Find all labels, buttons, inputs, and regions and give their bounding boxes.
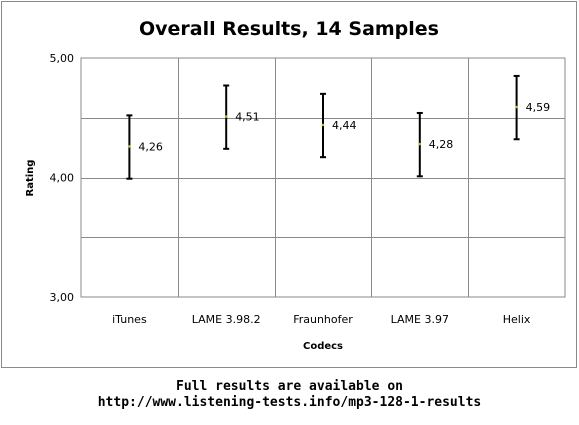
x-tick-label: Fraunhofer <box>293 313 353 326</box>
x-tick-labels: iTunes LAME 3.98.2 Fraunhofer LAME 3.97 Heli… <box>112 313 531 326</box>
data-point <box>128 145 131 148</box>
x-tick-label: Helix <box>503 313 531 326</box>
footer-line-2: http://www.listening-tests.info/mp3-128-… <box>97 395 482 410</box>
data-points <box>128 105 518 148</box>
data-point <box>515 105 518 109</box>
data-labels: 4,26 4,51 4,44 4,28 4,59 <box>138 101 550 153</box>
x-tick-label: iTunes <box>112 313 147 326</box>
chart-frame: Overall Results, 14 Samples 3,00 4,00 5,00… <box>1 1 577 368</box>
y-tick-label: 5,00 <box>50 52 75 65</box>
data-label: 4,28 <box>429 138 454 151</box>
data-point <box>321 123 325 127</box>
data-point <box>418 142 422 146</box>
data-label: 4,44 <box>332 119 357 132</box>
y-axis-title: Rating <box>25 160 36 197</box>
grid-lines <box>81 58 565 297</box>
data-point <box>224 115 228 118</box>
chart-svg: Overall Results, 14 Samples 3,00 4,00 5,00… <box>25 18 566 352</box>
footer-line-1: Full results are available on <box>176 379 403 394</box>
y-tick-label: 3,00 <box>50 291 75 304</box>
chart-title: Overall Results, 14 Samples <box>139 18 439 40</box>
data-label: 4,59 <box>526 101 551 114</box>
data-label: 4,51 <box>235 111 260 124</box>
x-axis-title: Codecs <box>303 341 343 352</box>
footer-note: Full results are available on http://www… <box>0 379 579 411</box>
data-label: 4,26 <box>138 140 163 153</box>
x-tick-label: LAME 3.98.2 <box>192 313 261 326</box>
x-tick-label: LAME 3.97 <box>391 313 449 326</box>
y-tick-labels: 3,00 4,00 5,00 <box>50 52 75 304</box>
y-tick-label: 4,00 <box>50 172 75 185</box>
